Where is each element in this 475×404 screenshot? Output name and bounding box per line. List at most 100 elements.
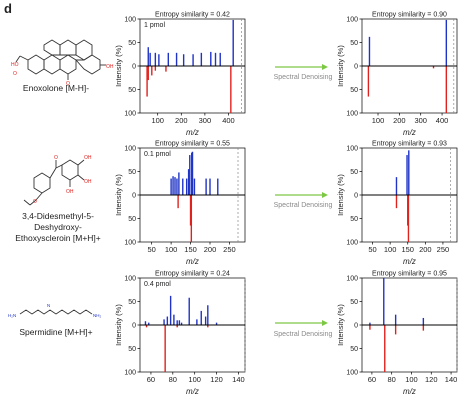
y-tick-label: 50: [128, 169, 136, 176]
arrow-label: Spectral Denoising: [273, 74, 333, 81]
x-tick-label: 100: [151, 116, 164, 125]
enoxolone-structure-icon: [15, 39, 106, 80]
x-axis-label: m/z: [186, 387, 199, 396]
x-tick-label: 120: [425, 375, 438, 384]
panel-letter: d: [4, 1, 12, 16]
x-tick-label: 400: [436, 116, 449, 125]
amount-annotation: 0.1 pmol: [144, 151, 171, 158]
x-tick-label: 300: [414, 116, 427, 125]
y-tick-label: 0: [132, 193, 136, 200]
y-tick-label: 0: [354, 64, 358, 71]
x-tick-label: 200: [204, 245, 217, 254]
chart-didesmethyl-raw: 0 50 100 50 100 50 100 150 200 250 m/z Intensity (%…: [114, 141, 246, 266]
y-tick-label: 50: [128, 87, 136, 94]
y-tick-label: 50: [350, 299, 358, 306]
chart-title: Entropy similarity = 0.95: [372, 271, 447, 278]
compound-label-enoxolone: Enoxolone [M-H]-: [22, 83, 90, 93]
y-tick-label: 100: [346, 276, 358, 283]
y-tick-label: 0: [354, 193, 358, 200]
y-tick-label: 100: [124, 240, 136, 247]
y-tick-label: 50: [350, 87, 358, 94]
y-tick-label: 50: [128, 216, 136, 223]
chart-spermidine-denoised: 0 50 100 50 100 60 80 100 120 140 m/z Intensity (%)…: [336, 271, 458, 396]
x-tick-label: 100: [188, 375, 201, 384]
y-tick-label: 100: [124, 111, 136, 118]
enoxolone-o2-text: O: [13, 71, 17, 77]
chart-title: Entropy similarity = 0.42: [155, 12, 230, 19]
x-tick-label: 60: [147, 375, 155, 384]
x-axis-label: m/z: [186, 257, 199, 266]
compound-label-line: 3,4-Didesmethyl-5-: [22, 211, 94, 221]
arrow: [275, 192, 328, 198]
chart-didesmethyl-denoised: 0 50 100 50 100 50 100 150 200 250 m/z Intensity (%…: [336, 141, 458, 266]
x-tick-label: 100: [384, 245, 397, 254]
amount-annotation: 0.4 pmol: [144, 281, 171, 288]
didesmethyl-structure-icon: [23, 159, 85, 206]
spermidine-nh-text: N: [47, 303, 50, 308]
x-tick-label: 50: [368, 245, 376, 254]
x-tick-label: 80: [169, 375, 177, 384]
chart-title: Entropy similarity = 0.24: [155, 271, 230, 278]
didesmethyl-oh-text: OH: [84, 155, 92, 161]
y-tick-label: 50: [350, 216, 358, 223]
chart-spermidine-raw: 0 50 100 50 100 60 80 100 120 140 m/z Intensity (%)…: [114, 271, 246, 396]
y-tick-label: 100: [124, 370, 136, 377]
y-tick-label: 100: [346, 146, 358, 153]
y-tick-label: 100: [346, 240, 358, 247]
chart-title: Entropy similarity = 0.90: [372, 12, 447, 19]
x-tick-label: 100: [165, 245, 178, 254]
x-tick-label: 200: [419, 245, 432, 254]
x-tick-label: 50: [147, 245, 155, 254]
y-tick-label: 100: [124, 17, 136, 24]
x-tick-label: 120: [210, 375, 223, 384]
y-tick-label: 100: [124, 146, 136, 153]
y-axis-label: Intensity (%): [114, 45, 123, 87]
enoxolone-oh-text: OH: [106, 64, 114, 70]
x-axis-label: m/z: [403, 387, 416, 396]
x-tick-label: 60: [368, 375, 376, 384]
chart-title: Entropy similarity = 0.55: [155, 141, 230, 148]
x-tick-label: 140: [445, 375, 458, 384]
compound-label-line: Deshydroxy-: [34, 222, 82, 232]
arrow-label: Spectral Denoising: [273, 202, 333, 209]
spermidine-structure-icon: [19, 309, 93, 315]
x-tick-label: 250: [223, 245, 236, 254]
y-tick-label: 50: [350, 169, 358, 176]
x-tick-label: 400: [222, 116, 235, 125]
y-tick-label: 50: [350, 40, 358, 47]
x-tick-label: 140: [232, 375, 245, 384]
y-axis-label: Intensity (%): [336, 304, 345, 346]
y-tick-label: 50: [128, 40, 136, 47]
x-tick-label: 80: [388, 375, 396, 384]
y-axis-label: Intensity (%): [336, 45, 345, 87]
y-axis-label: Intensity (%): [114, 174, 123, 216]
y-tick-label: 100: [346, 111, 358, 118]
y-tick-label: 50: [350, 346, 358, 353]
y-tick-label: 0: [132, 64, 136, 71]
x-tick-label: 200: [175, 116, 188, 125]
didesmethyl-o2-text: O: [33, 199, 37, 205]
y-tick-label: 100: [124, 276, 136, 283]
arrow-label: Spectral Denoising: [273, 331, 333, 338]
x-axis-label: m/z: [403, 128, 416, 137]
spermidine-h2n-text: H₂N: [8, 313, 16, 318]
y-axis-label: Intensity (%): [336, 174, 345, 216]
chart-title: Entropy similarity = 0.93: [372, 141, 447, 148]
x-tick-label: 150: [184, 245, 197, 254]
x-tick-label: 200: [393, 116, 406, 125]
y-tick-label: 0: [132, 323, 136, 330]
y-tick-label: 50: [128, 299, 136, 306]
x-axis-label: m/z: [186, 128, 199, 137]
compound-label-didesmethyl: 3,4-Didesmethyl-5- Deshydroxy- Ethoxyscl…: [4, 211, 112, 244]
arrow: [275, 320, 328, 326]
y-tick-label: 100: [346, 370, 358, 377]
chart-enoxolone-denoised: 0 50 100 50 100 100 200 300 400 m/z Intensity (%) E…: [336, 12, 458, 137]
y-tick-label: 50: [128, 346, 136, 353]
amount-annotation: 1 pmol: [144, 22, 165, 29]
x-tick-label: 100: [405, 375, 418, 384]
chart-enoxolone-raw: 0 50 100 50 100 100 200 300 400 m/z Intensity (%) E…: [114, 12, 246, 137]
x-tick-label: 250: [437, 245, 450, 254]
y-tick-label: 0: [354, 323, 358, 330]
x-tick-label: 100: [372, 116, 385, 125]
